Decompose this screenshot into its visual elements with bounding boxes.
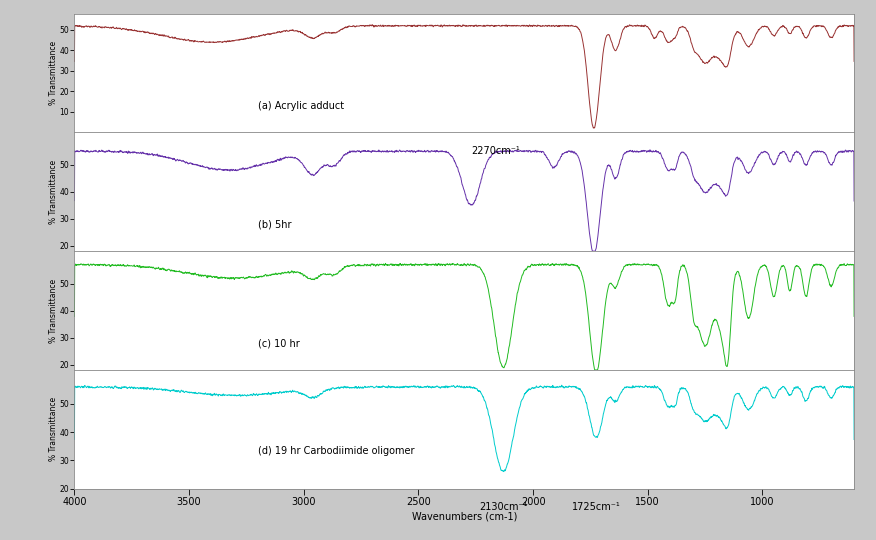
Text: 2270cm⁻¹: 2270cm⁻¹ — [471, 146, 520, 156]
Text: (b) 5hr: (b) 5hr — [258, 220, 292, 229]
Text: 2130cm⁻¹: 2130cm⁻¹ — [479, 502, 527, 512]
Text: 1725cm⁻¹: 1725cm⁻¹ — [572, 502, 620, 512]
X-axis label: Wavenumbers (cm-1): Wavenumbers (cm-1) — [412, 511, 517, 521]
Y-axis label: % Transmittance: % Transmittance — [49, 41, 58, 105]
Text: (a) Acrylic adduct: (a) Acrylic adduct — [258, 101, 344, 111]
Y-axis label: % Transmittance: % Transmittance — [49, 160, 58, 224]
Text: (c) 10 hr: (c) 10 hr — [258, 339, 300, 348]
Y-axis label: % Transmittance: % Transmittance — [49, 397, 58, 461]
Y-axis label: % Transmittance: % Transmittance — [49, 279, 58, 342]
Text: (d) 19 hr Carbodiimide oligomer: (d) 19 hr Carbodiimide oligomer — [258, 446, 414, 456]
